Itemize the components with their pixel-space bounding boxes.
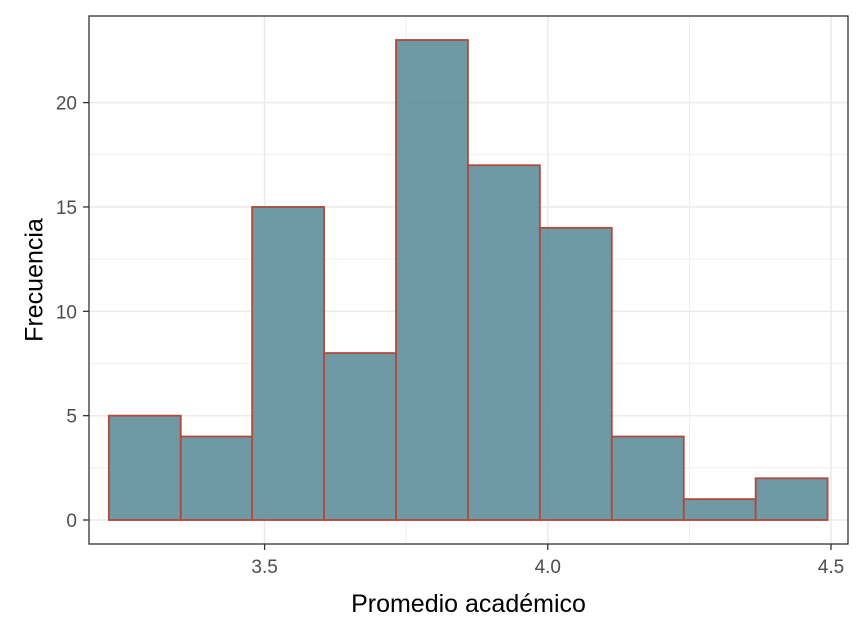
panel-border: [88, 15, 849, 545]
histogram-bars: [107, 39, 829, 521]
histogram-bar: [179, 435, 254, 521]
y-tick-label: 5: [66, 407, 77, 428]
x-tick-label: 4.5: [818, 557, 844, 578]
x-tick-label: 4.0: [535, 557, 561, 578]
y-axis-title: Frecuencia: [21, 218, 49, 342]
y-tick-label: 0: [66, 511, 77, 532]
y-tick-label: 15: [56, 198, 77, 219]
x-axis-title: Promedio académico: [351, 590, 586, 618]
histogram-bar: [395, 39, 469, 521]
histogram-bar: [251, 206, 325, 521]
histogram-bar: [323, 352, 397, 521]
y-tick-label: 20: [56, 94, 77, 115]
histogram-bar: [682, 498, 757, 521]
axis-ticks: 3.5 4.0 4.5 0 5 10 15 20: [56, 94, 844, 578]
histogram-bar: [754, 477, 829, 521]
histogram-bar: [610, 435, 685, 521]
histogram-bar: [107, 414, 182, 521]
histogram-bar: [467, 164, 541, 521]
y-tick-label: 10: [56, 302, 77, 323]
x-tick-label: 3.5: [251, 557, 277, 578]
histogram-bar: [538, 226, 613, 521]
